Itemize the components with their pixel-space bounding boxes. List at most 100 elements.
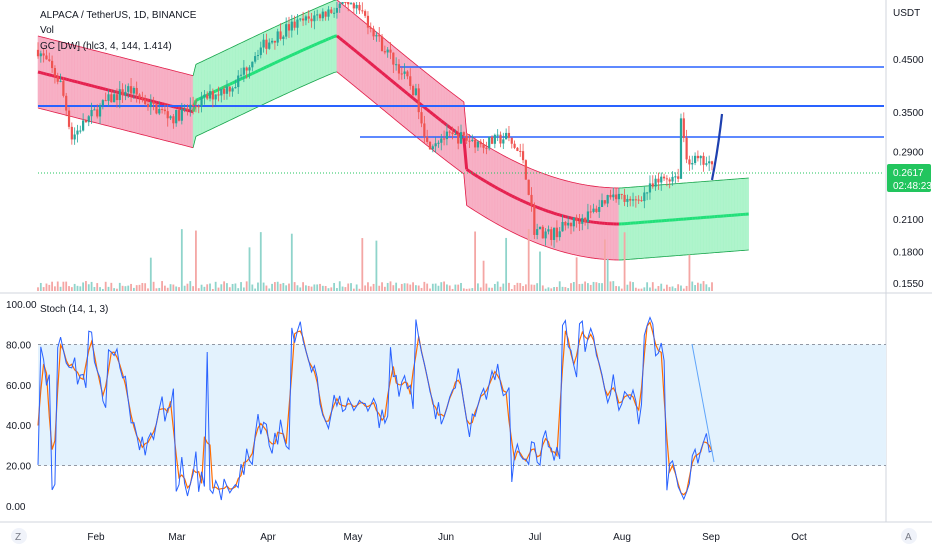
symbol-title[interactable]: ALPACA / TetherUS, 1D, BINANCE <box>40 10 197 21</box>
volume-bar <box>62 281 65 291</box>
channel-midline-segment <box>482 178 488 184</box>
channel-lower-segment <box>539 243 543 246</box>
volume-bar <box>107 286 110 291</box>
channel-midline-segment <box>229 81 234 86</box>
candle-body <box>206 94 209 99</box>
volume-bar <box>533 284 536 291</box>
stoch-band-fill <box>38 344 886 466</box>
volume-bar <box>279 283 282 291</box>
candle-body <box>121 89 124 96</box>
stoch-axis[interactable]: 100.00 80.00 60.00 40.00 20.00 0.00 <box>6 300 37 513</box>
timezone-icon[interactable] <box>11 528 27 544</box>
candle-body <box>65 95 68 111</box>
volume-bar <box>570 283 572 291</box>
volume-bar <box>632 282 634 291</box>
channel-upper-segment <box>573 182 577 184</box>
channel-lower-segment <box>542 245 546 247</box>
channel-midline-segment <box>451 128 457 133</box>
auto-scale-icon[interactable] <box>901 528 917 544</box>
candle-body <box>282 36 285 39</box>
channel-upper-segment <box>319 4 323 7</box>
candle-body <box>203 94 206 98</box>
channel-midline-segment <box>308 44 313 49</box>
channel-lower-segment <box>221 122 225 125</box>
volume-bar <box>166 287 169 291</box>
volume-bar <box>192 286 195 291</box>
candle-body <box>124 91 127 96</box>
volume-bar <box>144 283 147 291</box>
volume-bar <box>513 285 516 291</box>
channel-midline-segment <box>77 80 81 85</box>
channel-midline-segment <box>350 46 355 51</box>
channel-lower-segment <box>342 76 346 80</box>
volume-bar <box>164 285 166 291</box>
stoch-label[interactable]: Stoch (14, 1, 3) <box>40 304 108 315</box>
candle-body <box>648 183 652 193</box>
channel-upper-segment <box>565 180 569 182</box>
volume-bar <box>79 286 82 291</box>
volume-bar <box>618 286 620 291</box>
price-tick-label: 0.4500 <box>893 55 924 66</box>
candle-body <box>400 73 403 75</box>
candle-body <box>234 87 237 89</box>
volume-bar <box>316 284 319 291</box>
channel-midline-segment <box>288 53 293 58</box>
volume-bar <box>330 287 333 291</box>
candle-body <box>629 198 632 201</box>
volume-bar <box>578 284 581 291</box>
channel-upper-segment <box>359 17 363 21</box>
channel-lower-segment <box>147 135 151 138</box>
channel-lower-segment <box>469 206 473 210</box>
volume-bar <box>42 287 45 291</box>
volume-bar <box>70 287 73 291</box>
channel-upper-segment <box>74 44 78 47</box>
volume-bar <box>372 283 375 291</box>
volume-bar <box>130 283 132 291</box>
channel-lower-segment <box>229 118 233 121</box>
candle-body <box>144 99 147 105</box>
time-axis[interactable]: Feb Mar Apr May Jun Jul Aug Sep Oct <box>87 532 807 543</box>
price-axis[interactable]: 0.4500 0.3500 0.2900 0.2100 0.1800 0.1550 <box>893 55 924 290</box>
price-pane[interactable] <box>36 0 884 291</box>
channel-lower-segment <box>486 217 490 220</box>
volume-bar <box>420 287 423 291</box>
volume-bar <box>375 240 378 291</box>
candle-body <box>307 16 310 19</box>
channel-midline-segment <box>153 100 157 104</box>
candle-body <box>572 217 575 227</box>
channel-midline-segment <box>369 62 375 67</box>
channel-lower-segment <box>274 97 278 100</box>
channel-lower-segment <box>195 134 199 137</box>
candle-body <box>341 2 344 4</box>
channel-lower-segment <box>116 127 120 130</box>
candle-body <box>493 134 496 144</box>
volume-bar <box>665 284 668 291</box>
channel-upper-segment <box>249 37 253 40</box>
channel-midline-segment <box>429 110 434 116</box>
indicator-label[interactable]: GC [DW] (hlc3, 4, 144, 1.414) <box>40 41 172 52</box>
candle-body <box>175 110 178 124</box>
volume-bar <box>299 287 302 291</box>
candle-body <box>73 134 76 140</box>
volume-bar <box>313 284 316 291</box>
volume-bar <box>209 283 211 291</box>
volume-bar <box>646 282 649 291</box>
volume-label[interactable]: Vol <box>40 25 54 36</box>
channel-midline-segment <box>333 34 338 38</box>
candle-body <box>107 94 110 101</box>
channel-lower-segment <box>494 222 498 225</box>
volume-bar <box>172 284 175 291</box>
volume-bar <box>321 285 324 291</box>
volume-bar <box>254 288 257 291</box>
volume-bar <box>271 283 273 291</box>
channel-upper-segment <box>263 30 267 33</box>
candle-body <box>101 100 104 106</box>
stoch-pane[interactable] <box>37 316 886 501</box>
channel-upper-segment <box>291 17 295 20</box>
candle-body <box>225 86 229 94</box>
volume-bar <box>609 281 612 291</box>
channel-midline-segment <box>113 90 118 94</box>
candle-body <box>510 137 513 144</box>
volume-bar <box>76 285 79 291</box>
